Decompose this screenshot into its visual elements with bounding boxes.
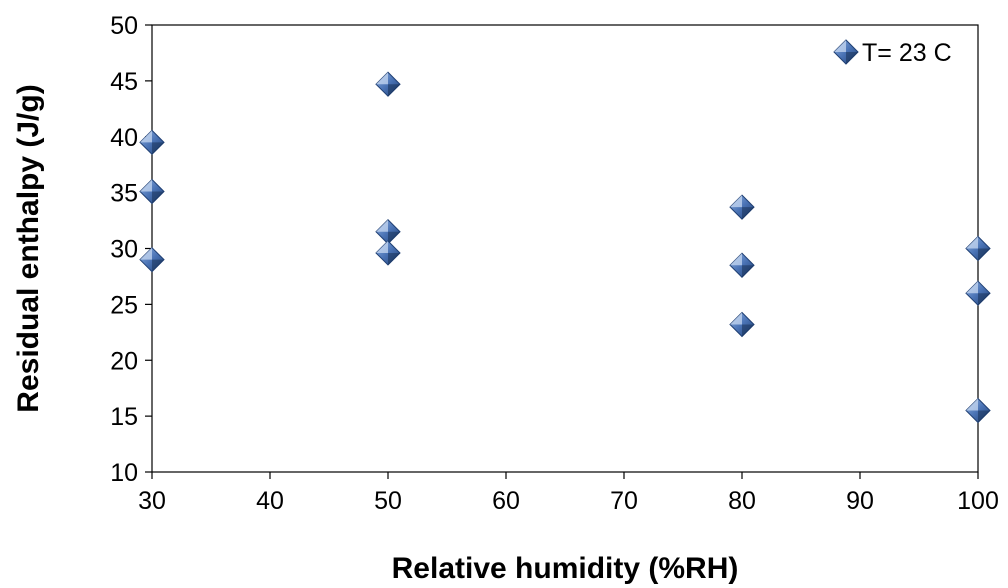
marker-highlight [834,40,846,52]
legend-label: T= 23 C [862,39,952,67]
marker-highlight [376,240,388,253]
y-tick-label: 15 [110,403,138,431]
marker-shade [846,52,858,64]
data-point [729,311,755,338]
x-tick-label: 60 [492,487,520,515]
data-point [965,280,991,306]
y-axis: 10 15 20 25 30 35 40 45 50 [110,12,152,487]
marker-shade [742,207,754,220]
y-axis-title: Residual enthalpy (J/g) [12,84,45,412]
x-tick-label: 30 [138,487,166,515]
marker-shade [152,191,164,204]
data-point [965,397,991,424]
y-tick-label: 50 [110,12,138,40]
marker-shade [978,410,990,423]
marker-highlight [376,72,388,85]
marker-highlight [966,236,978,249]
data-point [375,71,401,97]
plot-area [151,24,979,473]
y-tick-label: 25 [110,291,138,319]
data-point [139,129,165,156]
marker-shade [978,248,990,261]
y-tick-label: 10 [110,459,138,487]
data-point [965,235,991,262]
x-tick-label: 70 [610,487,638,515]
data-point [139,246,165,273]
data-point [375,219,401,245]
marker-shade [152,142,164,155]
marker-shade [742,324,754,337]
x-tick-label: 40 [256,487,284,515]
y-tick-label: 45 [110,68,138,96]
marker-highlight [966,281,978,294]
x-axis-title: Relative humidity (%RH) [392,552,739,585]
marker-highlight [140,247,152,260]
y-tick-label: 30 [110,236,138,264]
marker-shade [152,259,164,272]
x-axis: 30 40 50 60 70 80 90 100 [138,472,999,515]
marker-highlight [730,312,742,325]
marker-highlight [376,219,388,232]
y-tick-label: 35 [110,180,138,208]
marker-shade [388,84,400,97]
marker-highlight [730,195,742,208]
plot-frame [151,24,979,473]
legend: T= 23 C [833,39,952,67]
marker-shade [978,293,990,306]
data-points [139,71,991,424]
x-tick-label: 100 [957,487,999,515]
x-tick-label: 50 [374,487,402,515]
y-tick-label: 40 [110,124,138,152]
marker-highlight [140,130,152,143]
marker-highlight [730,253,742,266]
legend-marker [833,39,859,65]
marker-shade [388,252,400,265]
marker-shade [742,265,754,278]
marker-highlight [140,179,152,192]
x-tick-label: 80 [728,487,756,515]
y-tick-label: 20 [110,347,138,375]
marker-highlight [966,398,978,411]
data-point [375,240,401,266]
marker-shade [388,231,400,244]
data-point [729,194,755,220]
data-point [139,178,165,205]
x-tick-label: 90 [846,487,874,515]
data-point [729,252,755,278]
